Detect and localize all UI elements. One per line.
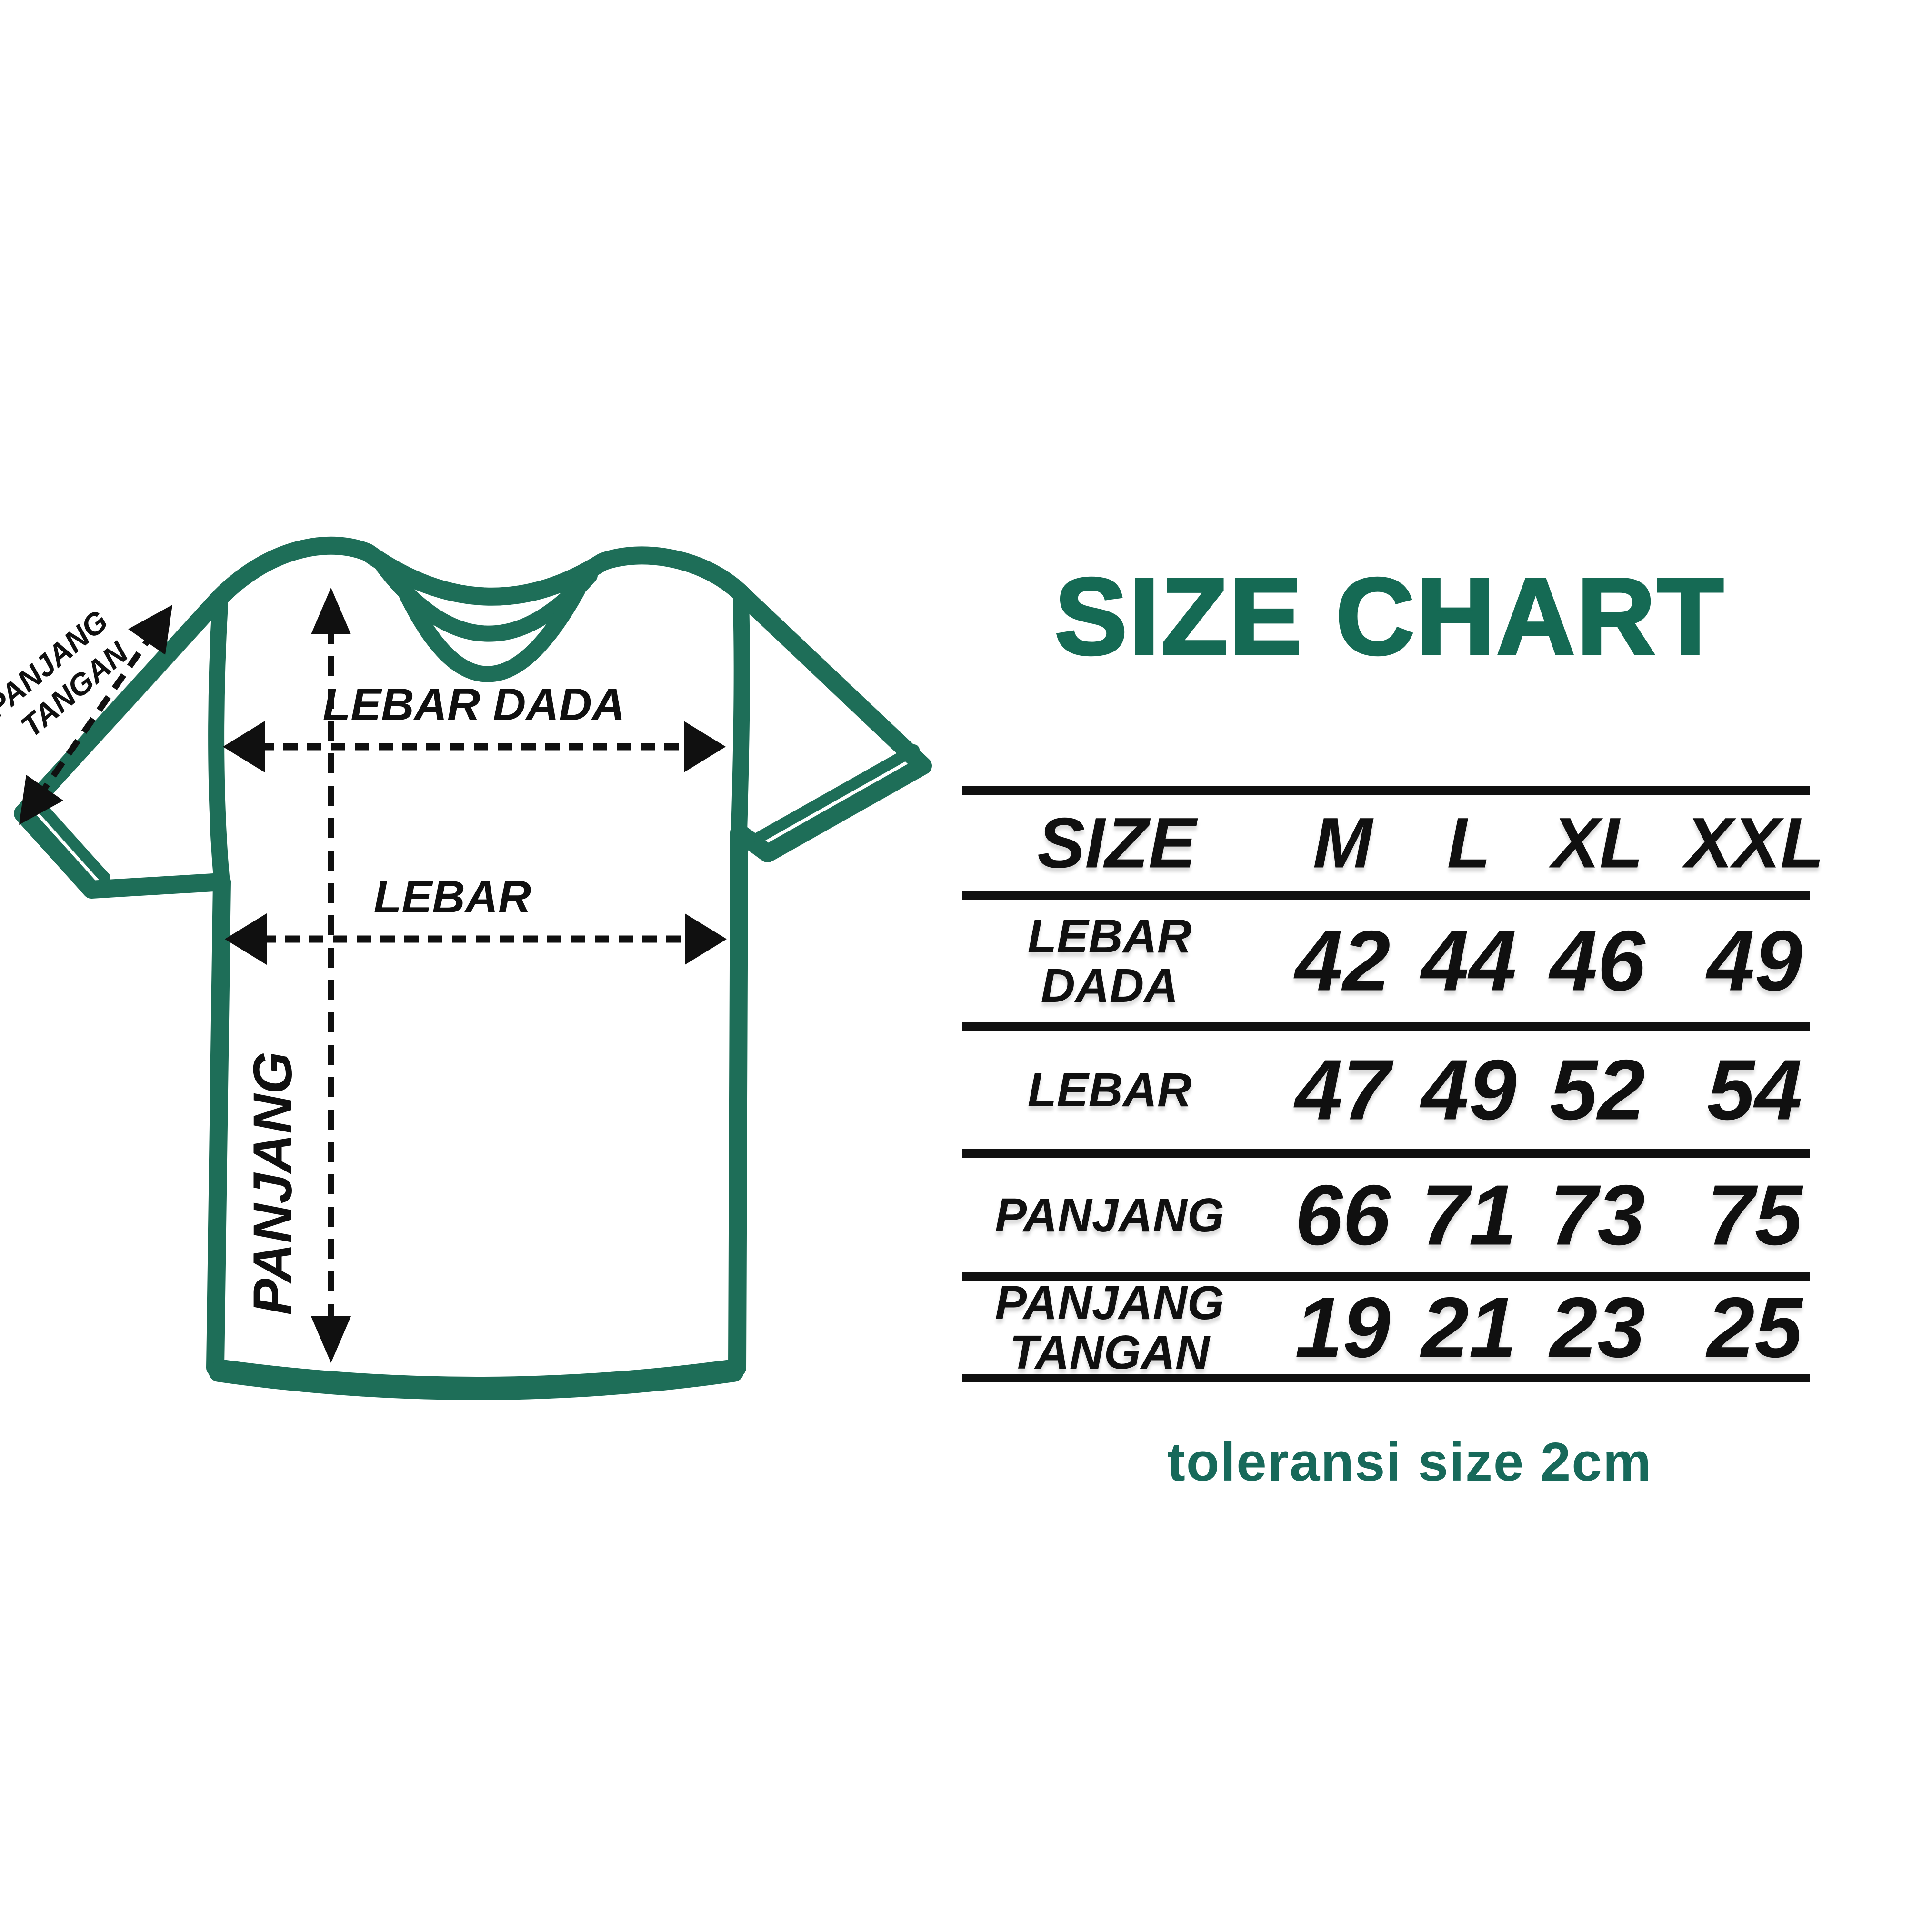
table-row: PANJANG TANGAN 19 21 23 25 — [962, 1276, 1848, 1379]
cell-value: 71 — [1421, 1167, 1517, 1263]
cell-value: 23 — [1550, 1280, 1645, 1375]
size-header: SIZE — [1037, 802, 1196, 883]
cell-value: 19 — [1295, 1280, 1391, 1375]
cell-value: 54 — [1707, 1042, 1802, 1138]
arrowhead-left-icon — [225, 913, 267, 965]
arrowhead-right-icon — [684, 721, 726, 772]
tolerance-note: toleransi size 2cm — [1167, 1432, 1652, 1492]
page-title: SIZE CHART — [1053, 555, 1725, 679]
table-rule — [962, 1149, 1810, 1158]
table-rule — [962, 1272, 1810, 1281]
cell-value: 75 — [1707, 1167, 1802, 1263]
table-row: LEBAR 47 49 52 54 — [962, 1031, 1848, 1149]
row-label: PANJANG — [995, 1188, 1224, 1242]
table-row: PANJANG 66 71 73 75 — [962, 1158, 1848, 1272]
armhole-seam-left — [208, 596, 230, 890]
arrowhead-left-icon — [223, 721, 265, 772]
table-header-row: SIZE M L XL XXL — [962, 795, 1848, 891]
cell-value: 49 — [1421, 1042, 1517, 1138]
col-header-m: M — [1313, 802, 1372, 883]
arrowhead-right-icon — [685, 913, 727, 965]
arrowhead-up-icon — [311, 588, 351, 634]
cell-value: 52 — [1550, 1042, 1645, 1138]
cell-value: 42 — [1295, 913, 1391, 1009]
table-row: LEBAR DADA 42 44 46 49 — [962, 900, 1848, 1022]
cell-value: 21 — [1421, 1280, 1517, 1375]
col-header-l: L — [1447, 802, 1491, 883]
cell-value: 66 — [1295, 1167, 1391, 1263]
arrowhead-down-icon — [311, 1316, 351, 1363]
arrowhead-upper-icon — [128, 605, 172, 655]
table-rule — [962, 891, 1810, 900]
cuff-stripe-right — [753, 744, 920, 843]
lebar-label: LEBAR — [374, 871, 531, 922]
table-rule — [962, 1374, 1810, 1382]
table-rule — [962, 786, 1810, 795]
row-label: LEBAR DADA — [1027, 909, 1192, 1012]
tshirt-diagram-icon: LEBAR DADA LEBAR PANJANG PANJANG TANGAN — [0, 536, 932, 1400]
cell-value: 25 — [1707, 1280, 1802, 1375]
col-header-xl: XL — [1552, 802, 1643, 883]
size-table: SIZE M L XL XXL LEBAR DADA 42 44 46 49 L… — [962, 762, 1848, 1395]
hem-band — [209, 1361, 744, 1400]
collar-inner-line — [393, 574, 585, 682]
panjang-tangan-arrow — [35, 631, 156, 800]
arrowhead-lower-icon — [19, 775, 63, 825]
cell-value: 44 — [1421, 913, 1517, 1009]
row-label: LEBAR — [1027, 1063, 1192, 1117]
panjang-label: PANJANG — [242, 1051, 303, 1315]
row-label: PANJANG TANGAN — [995, 1276, 1224, 1379]
table-rule — [962, 1022, 1810, 1031]
cell-value: 73 — [1550, 1167, 1645, 1263]
col-header-xxl: XXL — [1685, 802, 1824, 883]
armhole-seam-right — [731, 591, 750, 841]
cell-value: 47 — [1295, 1042, 1391, 1138]
cell-value: 49 — [1707, 913, 1802, 1009]
cuff-stripe-left — [30, 796, 110, 883]
lebar-dada-label: LEBAR DADA — [323, 679, 625, 730]
cell-value: 46 — [1550, 913, 1645, 1009]
